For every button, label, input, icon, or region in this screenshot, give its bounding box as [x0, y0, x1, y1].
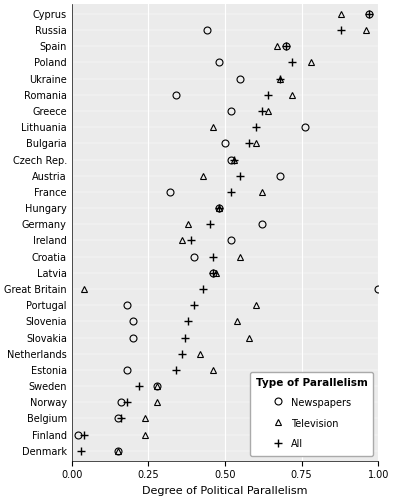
Legend: Newspapers, Television, All: Newspapers, Television, All: [250, 372, 373, 456]
X-axis label: Degree of Political Parallelism: Degree of Political Parallelism: [142, 486, 308, 496]
